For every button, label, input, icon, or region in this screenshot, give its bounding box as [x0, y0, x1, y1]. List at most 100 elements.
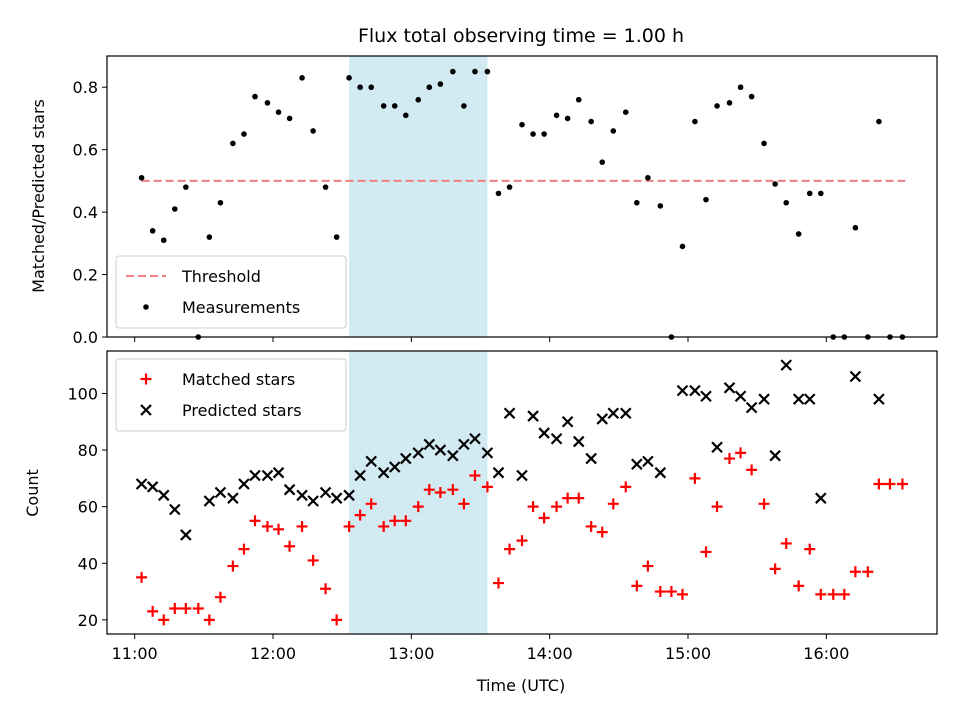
x-tick-label: 16:00 [803, 644, 849, 663]
data-point [322, 184, 329, 190]
data-point [286, 115, 293, 122]
data-point [183, 184, 189, 190]
data-point [519, 121, 525, 128]
series-predicted-stars [135, 359, 885, 541]
data-point [795, 231, 802, 237]
data-point [437, 81, 444, 87]
data-point [761, 140, 767, 147]
data-point [527, 410, 539, 422]
data-point [596, 526, 608, 538]
legend-label: Threshold [181, 267, 261, 286]
data-point [136, 571, 148, 583]
y-tick-label: 0.4 [73, 203, 98, 222]
legend-box [115, 255, 347, 329]
data-point [249, 515, 261, 527]
data-point [296, 489, 308, 502]
data-point [620, 481, 632, 493]
data-point [607, 498, 619, 510]
data-point [365, 455, 377, 468]
data-point [679, 243, 686, 250]
data-point [238, 543, 250, 555]
data-point [873, 478, 885, 490]
data-point [607, 407, 620, 420]
data-point [792, 393, 805, 405]
data-point [192, 603, 204, 615]
data-point [377, 466, 390, 479]
data-point [541, 131, 547, 137]
data-point [665, 586, 677, 598]
data-point [619, 407, 632, 420]
data-point [530, 131, 536, 137]
x-tick-label: 11:00 [112, 644, 158, 663]
data-point [249, 469, 261, 482]
data-point [645, 174, 651, 181]
data-point [726, 100, 733, 106]
y-tick-label: 0.8 [73, 78, 98, 97]
data-point [472, 68, 478, 75]
data-point [803, 393, 816, 405]
legend: Threshold Measurements [115, 255, 347, 329]
data-point [283, 483, 296, 496]
data-point [585, 520, 597, 532]
legend-label: Measurements [182, 298, 300, 317]
legend-label: Predicted stars [182, 401, 302, 420]
data-point [793, 580, 805, 592]
data-point [772, 181, 778, 187]
data-point [711, 441, 723, 453]
data-point [447, 484, 459, 496]
data-point [343, 520, 355, 532]
data-point [896, 478, 908, 490]
data-point [158, 614, 170, 626]
data-point [330, 492, 343, 504]
data-point [458, 498, 470, 510]
data-point [657, 203, 664, 209]
data-point [458, 438, 470, 451]
series-matched-stars [136, 447, 908, 626]
data-point [806, 190, 813, 197]
data-point [469, 470, 481, 482]
data-point [307, 495, 319, 507]
data-point [400, 515, 412, 527]
legend-marker [140, 373, 152, 385]
data-point [310, 128, 316, 134]
data-point [564, 115, 571, 122]
data-point [481, 481, 493, 493]
data-point [849, 566, 861, 578]
data-point [469, 432, 481, 445]
chart-title: Flux total observing time = 1.00 h [358, 25, 684, 47]
data-point [506, 184, 513, 190]
highlight-span [349, 56, 488, 337]
data-point [380, 103, 387, 109]
data-point [461, 103, 467, 109]
data-point [748, 93, 755, 100]
data-point [450, 68, 456, 75]
y-tick-label: 80 [78, 441, 98, 460]
data-point [827, 588, 839, 600]
data-point [346, 75, 352, 81]
data-point [815, 588, 827, 600]
y-tick-label: 40 [78, 554, 98, 573]
x-tick-label: 13:00 [388, 644, 434, 663]
y-tick-label: 0.2 [73, 266, 98, 285]
data-point [689, 384, 701, 397]
data-point [481, 447, 494, 459]
data-point [516, 469, 528, 482]
data-point [447, 449, 459, 462]
data-point [815, 492, 827, 504]
data-point [389, 515, 401, 527]
x-axis-label: Time (UTC) [476, 676, 565, 695]
data-point [203, 495, 216, 507]
data-point [357, 84, 363, 91]
data-point [553, 112, 560, 119]
data-point [227, 560, 239, 572]
data-point [157, 489, 170, 502]
data-point [296, 520, 308, 532]
legend-marker [140, 404, 152, 416]
data-point [551, 501, 563, 513]
legend-marker [143, 304, 149, 310]
data-point [261, 520, 273, 532]
x-tick-label: 12:00 [250, 644, 296, 663]
data-point [631, 580, 643, 592]
data-point [689, 472, 701, 484]
data-point [354, 509, 366, 521]
